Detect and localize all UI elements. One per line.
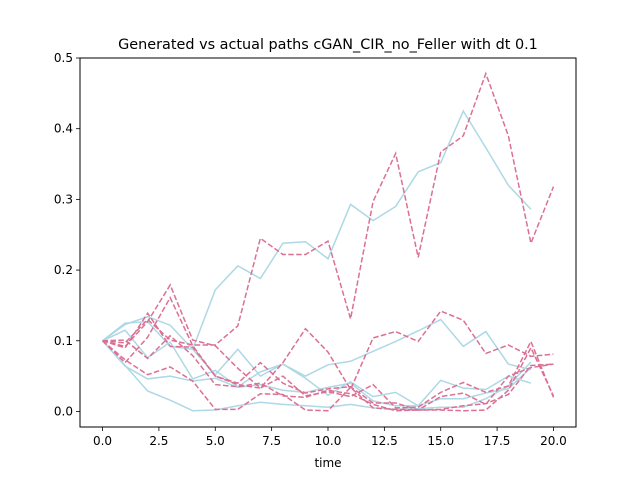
y-tick-label: 0.0	[54, 404, 73, 418]
x-axis-label: time	[314, 456, 341, 470]
x-tick-label: 0.0	[93, 434, 112, 448]
actual-path-line-2	[102, 315, 532, 378]
y-axis: 0.0 0.1 0.2 0.3 0.4 0.5	[54, 51, 80, 418]
generated-path-line-7	[102, 310, 554, 392]
x-tick-label: 7.5	[262, 434, 281, 448]
x-tick-label: 10.0	[315, 434, 342, 448]
y-tick-label: 0.1	[54, 334, 73, 348]
y-tick-label: 0.5	[54, 51, 73, 65]
x-tick-label: 2.5	[149, 434, 168, 448]
actual-path-line-5	[101, 340, 532, 412]
generated-path-line-11	[102, 340, 555, 412]
y-tick-label: 0.4	[54, 122, 73, 136]
generated-path-line-9	[102, 296, 554, 411]
x-tick-label: 20.0	[540, 434, 567, 448]
generated-path-line-8	[102, 283, 555, 409]
x-tick-label: 17.5	[484, 434, 511, 448]
x-tick-label: 15.0	[427, 434, 454, 448]
actual-path-line-3	[102, 329, 532, 407]
x-tick-label: 5.0	[206, 434, 225, 448]
chart-title: Generated vs actual paths cGAN_CIR_no_Fe…	[118, 37, 538, 53]
x-axis: 0.0 2.5 5.0 7.5 10.0 12.5 15.0 17.5 20.0	[93, 427, 567, 448]
generated-path-line-6	[102, 71, 555, 346]
generated-path-line-10	[102, 334, 554, 412]
y-tick-label: 0.2	[54, 263, 73, 277]
series-layer	[101, 71, 555, 412]
actual-path-line-4	[101, 340, 532, 407]
x-tick-label: 12.5	[371, 434, 398, 448]
y-tick-label: 0.3	[54, 192, 73, 206]
